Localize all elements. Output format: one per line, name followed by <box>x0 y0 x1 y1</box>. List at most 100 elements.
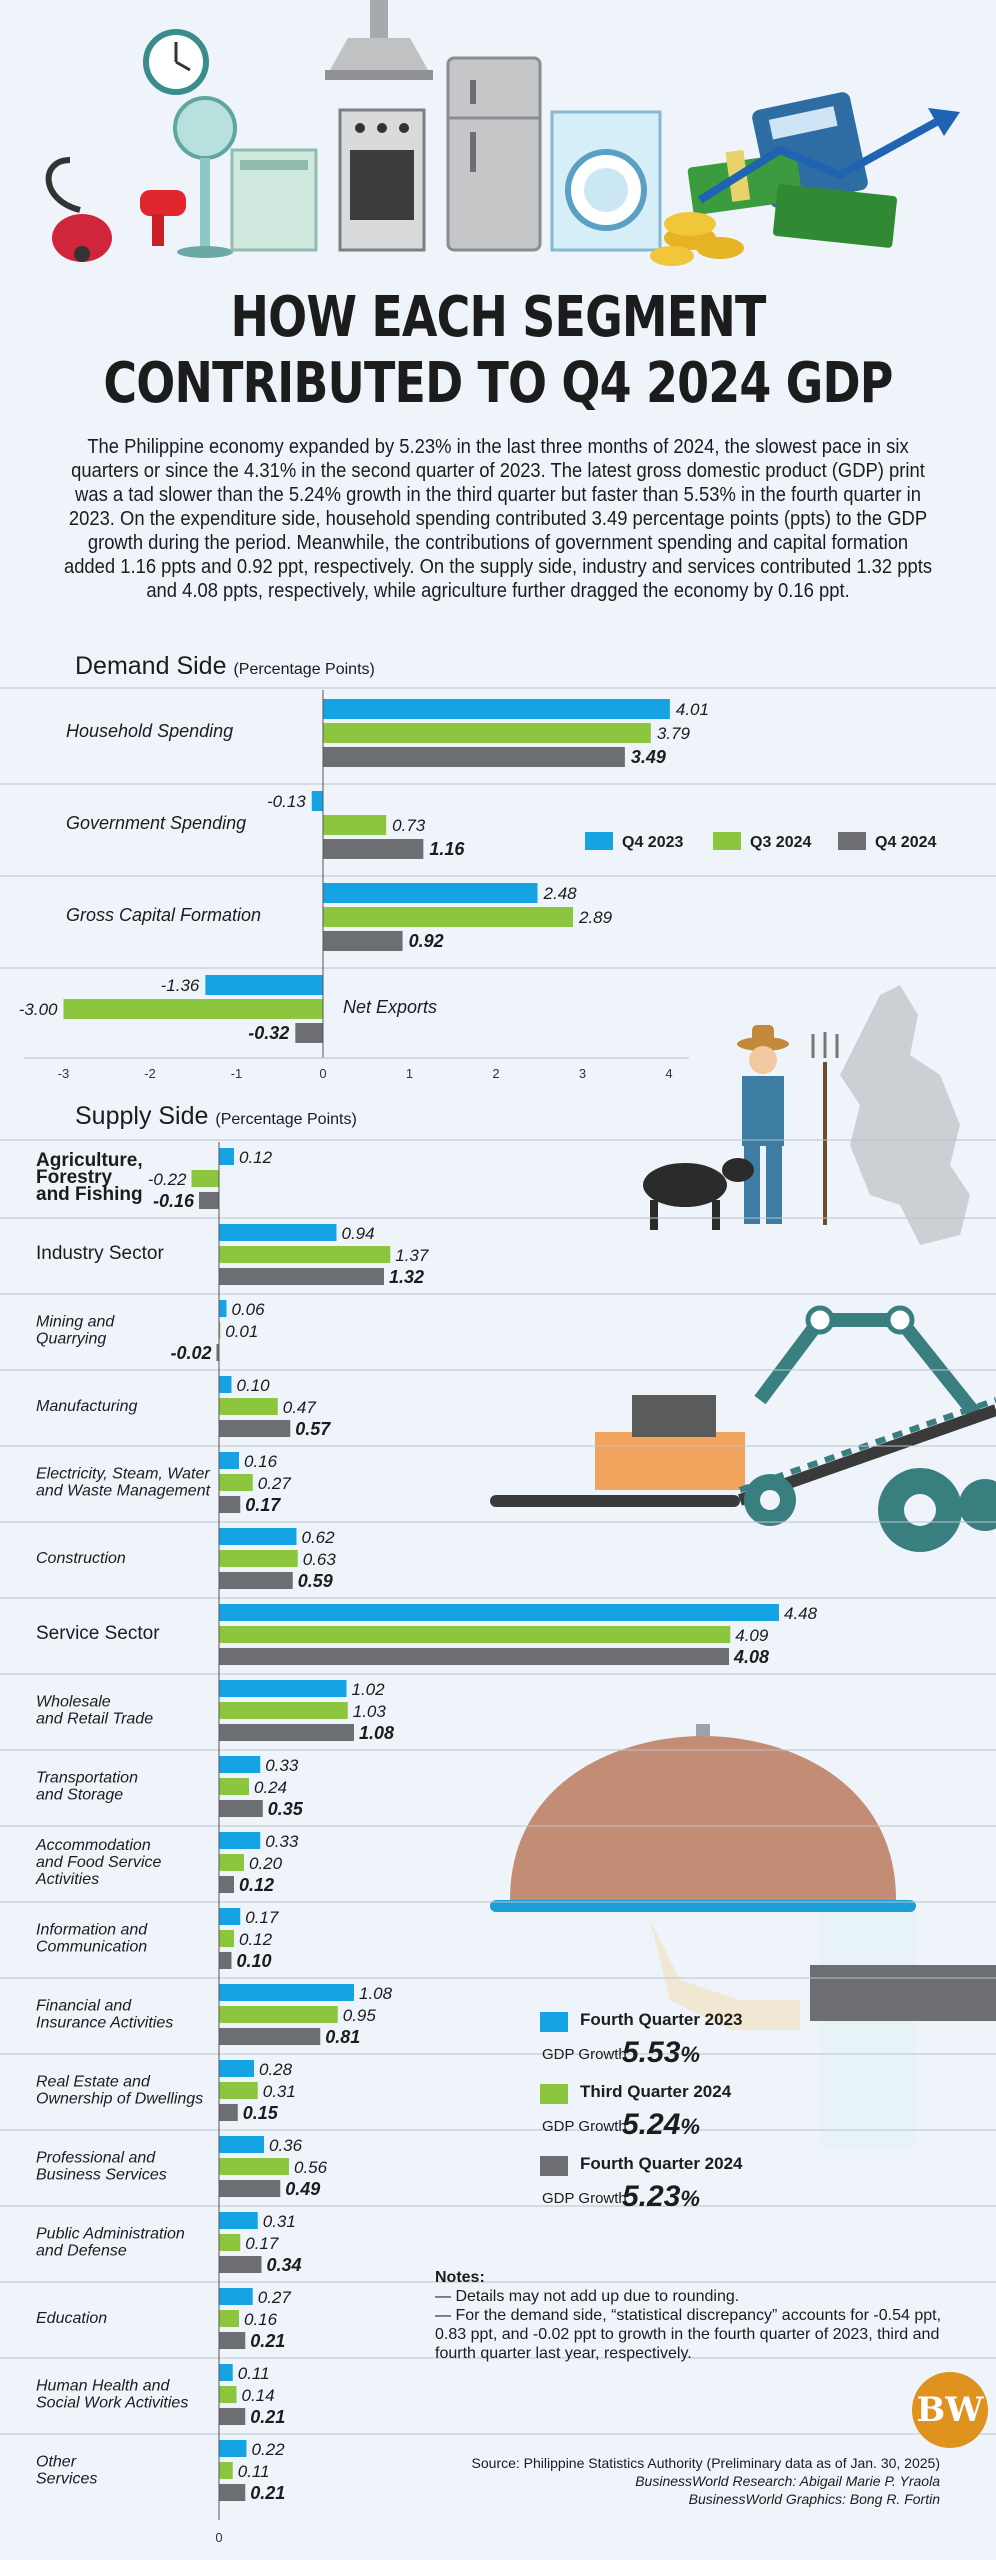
stove-icon <box>338 108 426 252</box>
bar <box>216 1344 219 1361</box>
bar <box>311 791 323 811</box>
bar <box>323 931 403 951</box>
data-label: 0.49 <box>285 2179 320 2199</box>
data-label: 0.17 <box>245 1908 279 1927</box>
legend-gdp-value: 5.53% <box>622 2036 700 2069</box>
bar <box>323 815 387 835</box>
data-label: 0.31 <box>263 2212 296 2231</box>
category-label: Public Administration and Defense <box>36 2226 185 2260</box>
category-label: Service Sector <box>36 1623 160 1644</box>
category-label: Transportation and Storage <box>36 1770 138 1804</box>
legend-label: Q4 2023 <box>622 834 683 851</box>
data-label: 0.27 <box>258 2288 292 2307</box>
data-label: 0.20 <box>249 1854 283 1873</box>
legend-gdp-value: 5.23% <box>622 2180 700 2213</box>
bar <box>219 2234 241 2251</box>
credits: Source: Philippine Statistics Authority … <box>380 2454 940 2508</box>
bar <box>219 2158 289 2175</box>
data-label: 0.06 <box>232 1300 266 1319</box>
vacuum-icon <box>45 157 112 262</box>
data-label: 0.10 <box>237 1951 272 1971</box>
tick-label: 4 <box>665 1066 672 1081</box>
bar <box>219 1908 241 1925</box>
demand-unit: (Percentage Points) <box>233 661 375 678</box>
demand-section-title: Demand Side (Percentage Points) <box>75 652 375 681</box>
data-label: 1.03 <box>353 1702 387 1721</box>
category-label: Real Estate and Ownership of Dwellings <box>36 2074 203 2108</box>
legend-gdp-label: GDP Growth <box>542 2190 627 2207</box>
bar <box>219 1930 234 1947</box>
bar <box>219 2256 262 2273</box>
bar <box>219 2180 281 2197</box>
data-label: -0.32 <box>248 1023 289 1043</box>
range-hood-icon <box>325 0 433 80</box>
bar <box>219 1876 234 1893</box>
bar <box>219 1952 232 1969</box>
hair-dryer-icon <box>140 190 186 246</box>
data-label: 0.16 <box>244 1452 278 1471</box>
philippine-map-icon <box>840 985 970 1245</box>
bar <box>219 2060 254 2077</box>
tick-label: 0 <box>319 1066 326 1081</box>
gdp-legend: Fourth Quarter 2023 GDP Growth 5.53% Thi… <box>540 2010 770 2226</box>
bar <box>219 2332 246 2349</box>
data-label: 0.11 <box>238 2364 270 2383</box>
bar <box>219 1724 354 1741</box>
legend-label: Q3 2024 <box>750 834 811 851</box>
category-label: Gross Capital Formation <box>66 905 261 925</box>
category-label: Electricity, Steam, Water and Waste Manag… <box>36 1466 211 1500</box>
legend-label: Q4 2024 <box>875 834 936 851</box>
supply-unit: (Percentage Points) <box>215 1111 357 1128</box>
bar <box>219 1756 261 1773</box>
bar <box>219 1648 729 1665</box>
category-label-line: Business Services <box>36 2167 167 2184</box>
category-label-line: Construction <box>36 1550 126 1567</box>
intro-paragraph: The Philippine economy expanded by 5.23%… <box>63 436 933 602</box>
notes: Notes: — Details may not add up due to r… <box>435 2268 965 2363</box>
bar <box>323 747 625 767</box>
bar <box>219 2082 258 2099</box>
data-label: 0.10 <box>237 1376 271 1395</box>
data-label: 0.81 <box>325 2027 360 2047</box>
legend-gdp-label: GDP Growth <box>542 2046 627 2063</box>
bar <box>219 1680 347 1697</box>
category-label-line: Other <box>36 2454 77 2471</box>
category-label-line: Services <box>36 2471 97 2488</box>
bar <box>219 1550 298 1567</box>
category-label: Human Health and Social Work Activities <box>36 2378 188 2412</box>
data-label: -3.00 <box>19 1000 58 1019</box>
bar <box>219 1322 221 1339</box>
data-label: -0.22 <box>148 1170 187 1189</box>
category-label-line: and Storage <box>36 1787 123 1804</box>
data-label: 0.21 <box>250 2407 285 2427</box>
bar <box>219 2364 233 2381</box>
category-label-line: Electricity, Steam, Water <box>36 1466 210 1483</box>
legend-swatch <box>540 2156 568 2176</box>
dishwasher-icon <box>230 148 318 252</box>
data-label: 0.33 <box>265 1756 299 1775</box>
data-label: 0.56 <box>294 2158 328 2177</box>
data-label: 3.79 <box>657 724 691 743</box>
bar <box>219 2288 253 2305</box>
bar <box>219 2006 338 2023</box>
category-label-line: Information and <box>36 1922 148 1939</box>
category-label-line: Accommodation <box>35 1837 151 1854</box>
data-label: 0.62 <box>302 1528 336 1547</box>
data-label: 1.02 <box>352 1680 386 1699</box>
notes-heading: Notes: <box>435 2269 485 2286</box>
data-label: 1.32 <box>389 1267 424 1287</box>
bar <box>219 1398 278 1415</box>
bar <box>219 1224 337 1241</box>
cow-icon <box>643 1158 754 1230</box>
category-label-line: Social Work Activities <box>36 2395 188 2412</box>
category-label: Education <box>36 2310 107 2327</box>
data-label: 0.36 <box>269 2136 303 2155</box>
credit-graphics: BusinessWorld Graphics: Bong R. Fortin <box>688 2491 940 2507</box>
data-label: 2.89 <box>578 908 613 927</box>
money-stack-icon <box>687 149 897 248</box>
legend-swatch <box>540 2084 568 2104</box>
notes-line: — Details may not add up due to rounding… <box>435 2288 740 2305</box>
category-label-line: Mining and <box>36 1314 115 1331</box>
data-label: 0.31 <box>263 2082 296 2101</box>
businessworld-logo: BW <box>912 2372 988 2448</box>
